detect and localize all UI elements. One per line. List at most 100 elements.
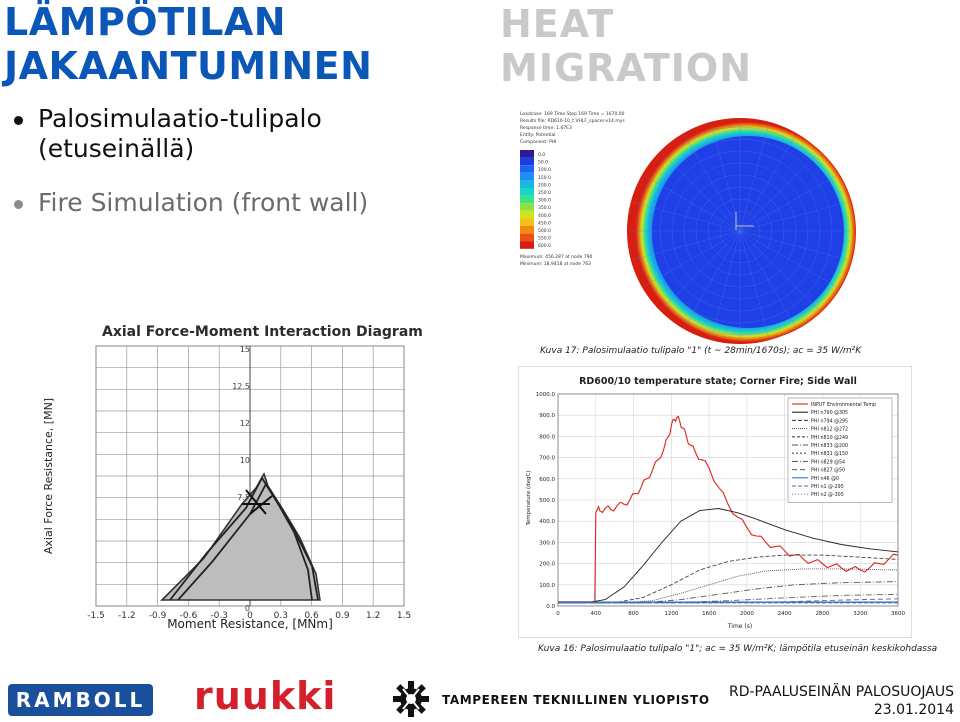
temperature-series xyxy=(557,415,899,604)
legend-label: PHI n2 @-305 xyxy=(811,492,844,498)
temperature-tick-labels: 1000.0 900.0 800.0 700.0 600.0 500.0 400.0 300.… xyxy=(536,392,906,617)
contour-legend-header: Loadcase: 169 Time Step 169 Time = 1670.… xyxy=(520,111,625,145)
temperature-x-tick: 2800 xyxy=(815,611,829,617)
interaction-x-tick: -0.6 xyxy=(180,611,198,621)
contour-scale-swatch xyxy=(520,241,534,249)
temperature-y-tick: 800.0 xyxy=(539,434,555,440)
interaction-x-tick: 1.2 xyxy=(366,611,380,621)
temperature-x-tick: 400 xyxy=(591,611,602,617)
bullet-dot xyxy=(14,200,23,209)
title-english-line2: MIGRATION xyxy=(500,46,753,90)
contour-scale-swatch xyxy=(520,172,534,181)
interaction-x-tick: -1.5 xyxy=(87,611,105,621)
interaction-curve xyxy=(177,482,313,601)
temperature-x-axis-label: Time (s) xyxy=(727,623,752,630)
temperature-y-tick: 1000.0 xyxy=(536,392,556,398)
interaction-y-tick: 10 xyxy=(240,456,250,465)
interaction-tick-labels: -1.5 -1.2 -0.9 -0.6 -0.3 0 0.3 0.6 0.9 1.2 1.5 15 12… xyxy=(87,345,411,621)
temperature-y-tick: 500.0 xyxy=(539,498,555,504)
contour-scale-label: 150.0 xyxy=(538,175,551,181)
legend-label: PHI n827 @50 xyxy=(811,468,845,474)
temperature-chart: RD600/10 temperature state; Corner Fire;… xyxy=(518,366,912,638)
temperature-x-tick: 2400 xyxy=(778,611,792,617)
legend-label: PHI n812 @272 xyxy=(811,427,848,433)
interaction-y-tick: 12.5 xyxy=(232,382,250,391)
interaction-y-tick: 12 xyxy=(240,419,250,428)
interaction-x-tick: 0.6 xyxy=(304,611,319,621)
legend-label: PHI n810 @249 xyxy=(811,435,848,441)
interaction-y-tick: 0 xyxy=(245,604,250,613)
temperature-legend: INPUT Environmental Temp PHI n790 @305 PHI… xyxy=(787,397,893,503)
temperature-x-tick: 1600 xyxy=(702,611,716,617)
bullet-english-line1: Fire Simulation (front wall) xyxy=(38,188,369,217)
temperature-legend-box xyxy=(787,397,893,503)
contour-scale-swatch xyxy=(520,203,534,211)
legend-label: PHI n829 @54 xyxy=(811,459,845,465)
temperature-y-tick: 0.0 xyxy=(546,604,555,610)
contour-scale-label: 500.0 xyxy=(538,228,551,234)
temperature-y-tick: 600.0 xyxy=(539,477,555,483)
bullet-list: Palosimulaatio-tulipalo (etuseinällä) Fi… xyxy=(14,104,368,218)
title-finnish-line2: JAKAANTUMINEN xyxy=(4,44,373,88)
contour-scale-label: 200.0 xyxy=(538,182,551,188)
legend-label: PHI n1 @-295 xyxy=(811,484,844,490)
contour-scale-label: 300.0 xyxy=(538,198,551,204)
legend-label: PHI n794 @295 xyxy=(811,418,848,424)
ruukki-logo: ruukki xyxy=(194,676,336,716)
interaction-x-tick: -0.9 xyxy=(149,611,167,621)
temperature-x-tick: 800 xyxy=(628,611,639,617)
interaction-x-tick: 0.9 xyxy=(335,611,350,621)
legend-label: PHI n831 @150 xyxy=(811,451,848,457)
temperature-x-tick: 0 xyxy=(556,611,560,617)
contour-scale-swatch xyxy=(520,180,534,188)
contour-scale-label: 550.0 xyxy=(538,236,551,242)
contour-scale-label: 0.0 xyxy=(538,152,545,158)
footer-date: 23.01.2014 xyxy=(873,702,954,718)
contour-scale-swatch xyxy=(520,195,534,204)
contour-scale-swatch xyxy=(520,150,534,158)
interaction-y-tick: 7.5 xyxy=(237,493,250,502)
pile-cross-section xyxy=(627,118,856,344)
temperature-x-tick: 3200 xyxy=(853,611,867,617)
contour-scale-swatch xyxy=(520,226,534,234)
contour-scale-label: 100.0 xyxy=(538,167,551,173)
series-phi-line xyxy=(558,554,899,604)
contour-scale-swatch xyxy=(520,188,534,196)
footer-project-title: RD-PAALUSEINÄN PALOSUOJAUS xyxy=(728,684,954,700)
tut-gear-icon xyxy=(393,681,429,717)
temperature-y-tick: 100.0 xyxy=(539,583,555,589)
series-phi-line xyxy=(557,593,899,604)
series-phi-line xyxy=(558,508,899,604)
contour-scale-label: 600.0 xyxy=(538,243,551,249)
legend-header-line: Response time: 1.67E3 xyxy=(520,125,572,131)
legend-header-line: Entity: Potential xyxy=(520,132,555,138)
temperature-y-tick: 200.0 xyxy=(539,562,555,568)
interaction-x-tick: -1.2 xyxy=(118,611,136,621)
interaction-diagram: Axial Force-Moment Interaction Diagram (… xyxy=(42,324,426,631)
legend-label: PHI n790 @305 xyxy=(811,410,848,416)
series-environmental-temp-line xyxy=(558,415,899,603)
contour-scale-label: 50.0 xyxy=(538,160,548,166)
legend-header-line: Results file: RD610-10_t VHLF_spacer-v14… xyxy=(520,118,625,124)
bullet-finnish-line1: Palosimulaatio-tulipalo xyxy=(38,104,322,133)
interaction-curve xyxy=(242,489,273,515)
contour-scale-swatch xyxy=(520,165,534,173)
temperature-x-tick: 1200 xyxy=(664,611,678,617)
ramboll-logo: RAMBOLL xyxy=(8,684,153,716)
contour-scale-swatch xyxy=(520,210,534,219)
temperature-y-tick: 300.0 xyxy=(539,540,555,546)
legend-label: PHI n46 @0 xyxy=(811,476,839,482)
interaction-y-tick: 15 xyxy=(240,345,250,354)
legend-label: PHI n833 @200 xyxy=(811,443,848,449)
bullet-dot xyxy=(14,116,23,125)
interaction-x-tick: 0 xyxy=(247,611,253,621)
temperature-y-tick: 700.0 xyxy=(539,456,555,462)
tut-logo-text: TAMPEREEN TEKNILLINEN YLIOPISTO xyxy=(442,693,710,707)
slide-title-english: HEAT MIGRATION xyxy=(500,2,752,90)
contour-scale-swatch xyxy=(520,218,534,226)
contour-scale-label: 350.0 xyxy=(538,205,551,211)
legend-header-line: Loadcase: 169 Time Step 169 Time = 1670.… xyxy=(520,111,625,117)
contour-scale-label: 250.0 xyxy=(538,190,551,196)
title-finnish-line1: LÄMPÖTILAN xyxy=(4,0,287,44)
legend-header-line: Component: PHI xyxy=(520,139,557,145)
